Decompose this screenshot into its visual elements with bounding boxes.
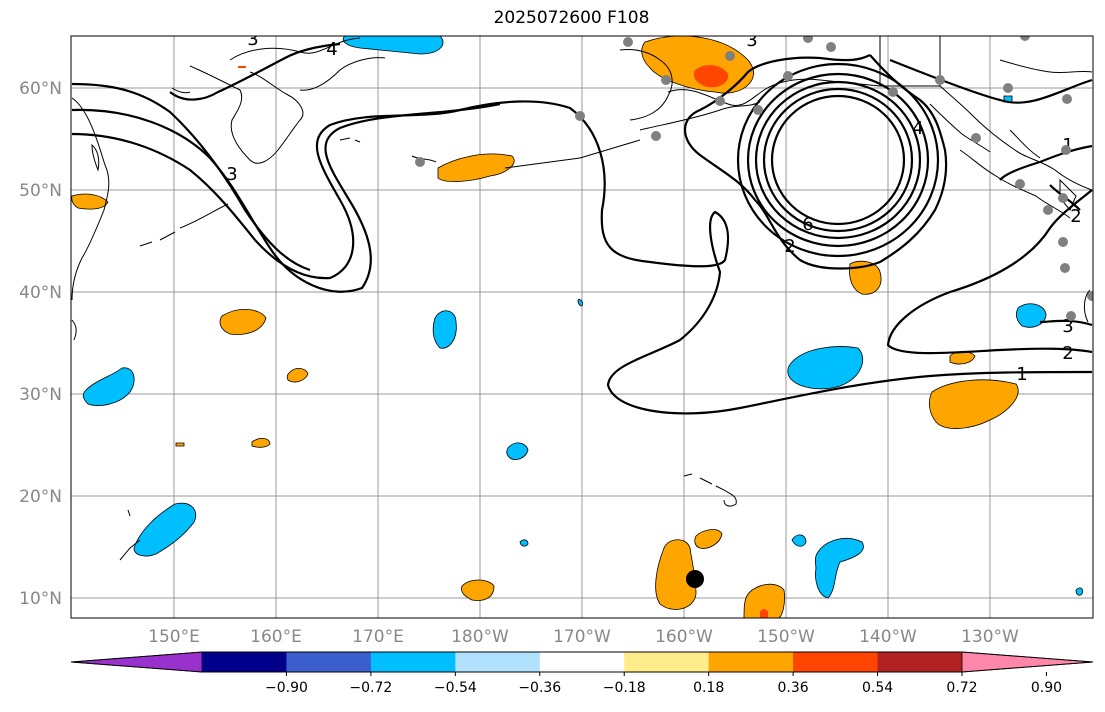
colorbar-segment bbox=[877, 652, 963, 672]
contour-label: 4 bbox=[326, 39, 337, 60]
lat-label: 10°N bbox=[19, 589, 62, 609]
station-marker bbox=[1087, 291, 1093, 301]
lat-label: 30°N bbox=[19, 385, 62, 405]
height-contours bbox=[71, 42, 1093, 415]
lon-label: 160°E bbox=[250, 627, 302, 647]
lon-label: 130°W bbox=[961, 627, 1019, 647]
station-marker bbox=[888, 87, 898, 97]
colorbar-tick-label: −0.54 bbox=[434, 680, 477, 696]
station-markers bbox=[415, 36, 1093, 321]
contour-label: 1 bbox=[1016, 364, 1027, 385]
station-marker bbox=[1015, 179, 1025, 189]
lat-labels: 60°N 50°N 40°N 30°N 20°N 10°N bbox=[19, 79, 62, 609]
station-marker bbox=[1043, 205, 1053, 215]
station-marker bbox=[1058, 237, 1068, 247]
station-marker bbox=[1020, 36, 1030, 41]
colorbar-segment bbox=[286, 652, 372, 672]
station-marker bbox=[1061, 145, 1071, 155]
colorbar-tick-label: 0.36 bbox=[778, 680, 809, 696]
station-marker bbox=[1066, 311, 1076, 321]
station-marker bbox=[715, 96, 725, 106]
station-marker bbox=[415, 157, 425, 167]
station-marker bbox=[783, 71, 793, 81]
contour-label: 2 bbox=[1070, 206, 1081, 227]
colorbar-tick-label: 0.90 bbox=[1031, 680, 1062, 696]
station-marker bbox=[971, 133, 981, 143]
colorbar: −0.90 −0.72 −0.54 −0.36 −0.18 0.18 0.36 0.54 0.7… bbox=[70, 651, 1094, 696]
lon-label: 170°W bbox=[553, 627, 611, 647]
colorbar-segment bbox=[624, 652, 710, 672]
contour-label: 3 bbox=[226, 164, 237, 185]
lon-label: 180°W bbox=[451, 627, 509, 647]
contour-label: 3 bbox=[746, 30, 757, 51]
station-marker bbox=[1062, 94, 1072, 104]
lon-label: 150°W bbox=[757, 627, 815, 647]
lon-label: 160°W bbox=[655, 627, 713, 647]
contour-label: 3 bbox=[247, 29, 258, 50]
station-marker bbox=[753, 105, 763, 115]
lat-label: 20°N bbox=[19, 487, 62, 507]
colorbar-tick-label: 0.72 bbox=[946, 680, 977, 696]
colorbar-tick-label: −0.72 bbox=[349, 680, 392, 696]
station-marker bbox=[1060, 263, 1070, 273]
colorbar-segment bbox=[539, 652, 625, 672]
colorbar-tick-label: −0.36 bbox=[518, 680, 561, 696]
storm-center-marker bbox=[686, 570, 704, 588]
colorbar-segment bbox=[202, 652, 287, 672]
lon-label: 170°E bbox=[352, 627, 404, 647]
lon-label: 150°E bbox=[148, 627, 200, 647]
lon-label: 140°W bbox=[859, 627, 917, 647]
colorbar-tick-label: 0.54 bbox=[862, 680, 893, 696]
colorbar-segment bbox=[370, 652, 456, 672]
station-marker bbox=[725, 51, 735, 61]
station-marker bbox=[803, 36, 813, 43]
colorbar-extend-high bbox=[961, 651, 1094, 673]
station-marker bbox=[1058, 193, 1068, 203]
colorbar-extend-low bbox=[70, 651, 203, 673]
contour-label: 2 bbox=[784, 236, 795, 257]
lon-labels: 150°E 160°E 170°E 180°W 170°W 160°W 150°… bbox=[148, 627, 1019, 647]
station-marker bbox=[1003, 83, 1013, 93]
map-title: 2025072600 F108 bbox=[493, 8, 650, 28]
contour-label: 3 bbox=[1062, 316, 1073, 337]
station-marker bbox=[651, 131, 661, 141]
station-marker bbox=[661, 75, 671, 85]
colorbar-segment bbox=[455, 652, 541, 672]
contour-label: 2 bbox=[1062, 343, 1073, 364]
station-marker bbox=[575, 111, 585, 121]
colorbar-tick-label: −0.90 bbox=[265, 680, 308, 696]
lat-label: 50°N bbox=[19, 181, 62, 201]
lat-label: 60°N bbox=[19, 79, 62, 99]
station-marker bbox=[935, 75, 945, 85]
colorbar-tick-label: 0.18 bbox=[693, 680, 724, 696]
station-marker bbox=[623, 37, 633, 47]
station-marker bbox=[826, 42, 836, 52]
anomaly-shading bbox=[71, 36, 1083, 618]
lat-label: 40°N bbox=[19, 283, 62, 303]
colorbar-segment bbox=[793, 652, 879, 672]
contour-label: 6 bbox=[802, 214, 813, 235]
contour-label: 4 bbox=[912, 118, 923, 139]
colorbar-segment bbox=[708, 652, 794, 672]
colorbar-tick-label: −0.18 bbox=[603, 680, 646, 696]
